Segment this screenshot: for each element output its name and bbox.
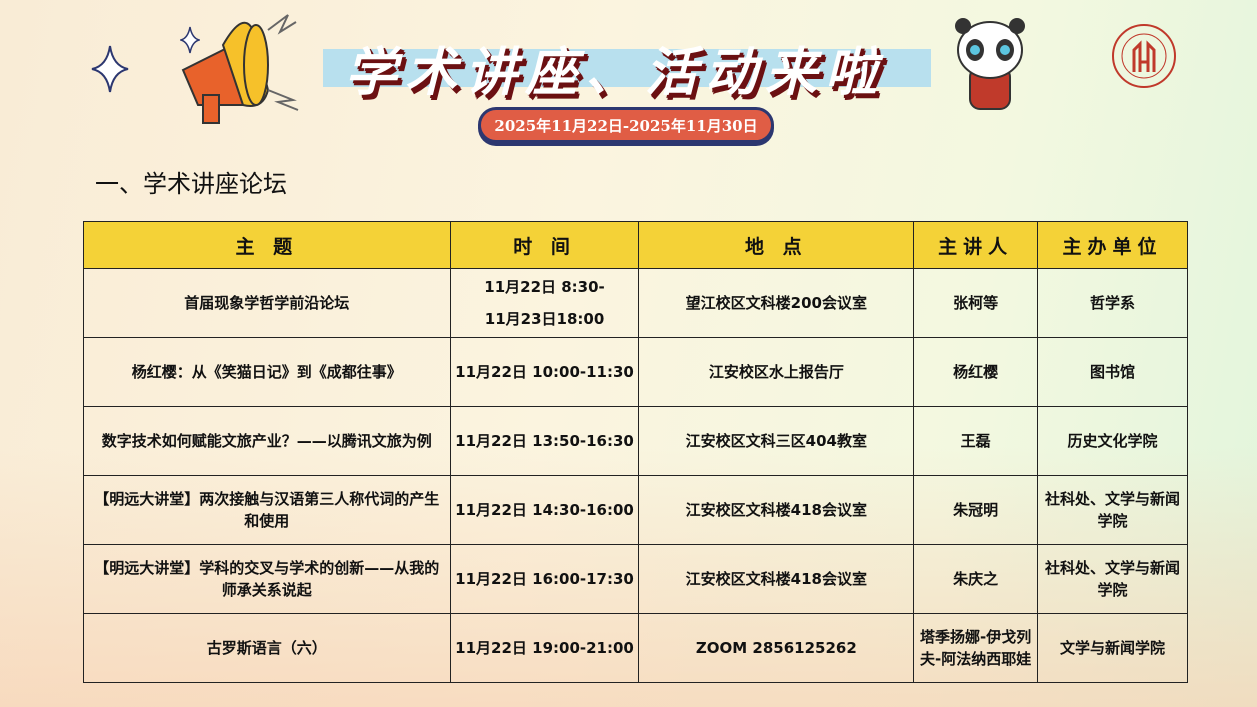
panda-mascot-icon bbox=[955, 18, 1025, 110]
table-row: 杨红樱：从《笑猫日记》到《成都往事》 11月22日 10:00-11:30 江安校区… bbox=[83, 337, 1188, 407]
speaker-cell: 杨红樱 bbox=[913, 337, 1039, 407]
time-cell: 11月22日 14:30-16:00 bbox=[449, 475, 640, 545]
time-cell: 11月22日 13:50-16:30 bbox=[449, 406, 640, 476]
speaker-cell: 塔季扬娜-伊戈列夫-阿法纳西耶娃 bbox=[913, 613, 1039, 683]
location-cell: 江安校区文科楼418会议室 bbox=[638, 475, 915, 545]
organizer-cell: 图书馆 bbox=[1037, 337, 1188, 407]
time-cell: 11月22日 19:00-21:00 bbox=[449, 613, 640, 683]
organizer-cell: 社科处、文学与新闻学院 bbox=[1037, 544, 1188, 614]
organizer-cell: 文学与新闻学院 bbox=[1037, 613, 1188, 683]
time-cell: 11月22日 16:00-17:30 bbox=[449, 544, 640, 614]
topic-cell: 古罗斯语言（六） bbox=[83, 613, 451, 683]
location-cell: 望江校区文科楼200会议室 bbox=[638, 268, 915, 338]
location-cell: 江安校区水上报告厅 bbox=[638, 337, 915, 407]
table-row: 【明远大讲堂】两次接触与汉语第三人称代词的产生和使用 11月22日 14:30-1… bbox=[83, 475, 1188, 545]
table-row: 【明远大讲堂】学科的交叉与学术的创新——从我的师承关系说起 11月22日 16:0… bbox=[83, 544, 1188, 614]
page-title: 学术讲座、活动来啦 bbox=[345, 42, 886, 103]
table-row: 首届现象学哲学前沿论坛 11月22日 8:30- 11月23日18:00 望江校区文… bbox=[83, 268, 1188, 338]
time-cell: 11月22日 10:00-11:30 bbox=[449, 337, 640, 407]
column-header: 地 点 bbox=[638, 221, 915, 269]
topic-cell: 数字技术如何赋能文旅产业？——以腾讯文旅为例 bbox=[83, 406, 451, 476]
lecture-table: 主 题时 间地 点主讲人 主办单位 首届现象学哲学前沿论坛 11月22日 8:30-… bbox=[83, 221, 1188, 683]
table-row: 古罗斯语言（六） 11月22日 19:00-21:00 ZOOM 285612526… bbox=[83, 613, 1188, 683]
title-banner bbox=[323, 49, 931, 87]
megaphone-icon bbox=[181, 14, 299, 124]
table-row: 数字技术如何赋能文旅产业？——以腾讯文旅为例 11月22日 13:50-16:30… bbox=[83, 406, 1188, 476]
section-title: 一、学术讲座论坛 bbox=[95, 170, 287, 198]
organizer-cell: 历史文化学院 bbox=[1037, 406, 1188, 476]
sichuan-university-logo bbox=[1112, 24, 1176, 88]
speaker-cell: 张柯等 bbox=[913, 268, 1039, 338]
sparkle-icon bbox=[91, 45, 129, 93]
location-cell: 江安校区文科三区404教室 bbox=[638, 406, 915, 476]
speaker-cell: 朱庆之 bbox=[913, 544, 1039, 614]
speaker-cell: 朱冠明 bbox=[913, 475, 1039, 545]
column-header: 主讲人 bbox=[913, 221, 1039, 269]
topic-cell: 首届现象学哲学前沿论坛 bbox=[83, 268, 451, 338]
topic-cell: 【明远大讲堂】两次接触与汉语第三人称代词的产生和使用 bbox=[83, 475, 451, 545]
column-header: 时 间 bbox=[449, 221, 640, 269]
column-header: 主办单位 bbox=[1037, 221, 1188, 269]
organizer-cell: 哲学系 bbox=[1037, 268, 1188, 338]
speaker-cell: 王磊 bbox=[913, 406, 1039, 476]
topic-cell: 杨红樱：从《笑猫日记》到《成都往事》 bbox=[83, 337, 451, 407]
time-cell: 11月22日 8:30- 11月23日18:00 bbox=[449, 268, 640, 338]
location-cell: ZOOM 2856125262 bbox=[638, 613, 915, 683]
column-header: 主 题 bbox=[83, 221, 451, 269]
sparkle-icon bbox=[180, 26, 200, 54]
organizer-cell: 社科处、文学与新闻学院 bbox=[1037, 475, 1188, 545]
date-range-badge: 2025年11月22日-2025年11月30日 bbox=[478, 107, 774, 143]
topic-cell: 【明远大讲堂】学科的交叉与学术的创新——从我的师承关系说起 bbox=[83, 544, 451, 614]
location-cell: 江安校区文科楼418会议室 bbox=[638, 544, 915, 614]
